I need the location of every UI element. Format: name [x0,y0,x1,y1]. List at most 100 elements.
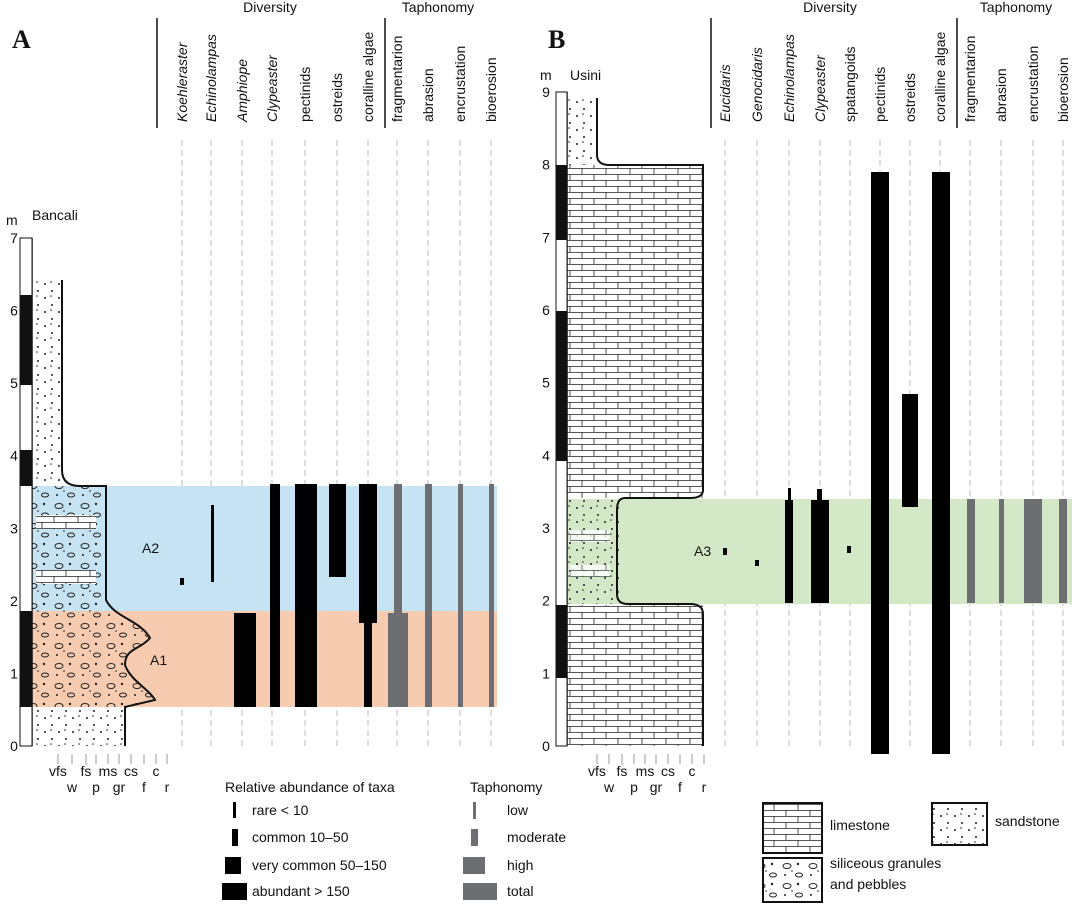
abundance-bar [234,613,256,707]
depth-tick: 5 [10,375,18,391]
legend-title: Taphonomy [470,779,542,795]
grain-size: gr [650,779,663,795]
abundance-bar [723,548,727,555]
depth-tick: 8 [542,157,550,173]
abundance-bar [329,484,346,577]
group-title: Taphonomy [402,0,474,15]
column-label: pectinids [297,67,313,122]
column-label: fragmentarion [389,36,405,122]
depth-tick: 1 [542,665,550,681]
abundance-bar [788,488,791,500]
depth-tick: 2 [542,593,550,609]
abundance-bar [295,484,317,707]
unit: m [6,212,18,228]
unit-a2-band [32,486,497,611]
depth-tick: 6 [10,303,18,319]
depth-tick: 4 [542,447,550,463]
column-label: Clypeaster [812,54,828,122]
abundance-bar [180,578,184,585]
column-label: coralline algae [932,32,948,122]
unit-label: A3 [694,543,711,559]
panel-label: B [548,25,565,54]
log-b [566,92,704,746]
abundance-bar [999,499,1004,603]
abundance-bar [932,172,950,754]
abundance-bar [458,484,463,707]
column-label: Echinolampas [203,34,219,122]
legend-item: total [507,883,533,899]
grain-size: p [630,779,638,795]
column-label: encrustation [1025,46,1041,122]
grain-size: ms [636,763,655,779]
grain-size: gr [113,779,126,795]
abundance-bar [489,484,494,707]
legend-item: sandstone [995,813,1060,829]
grain-size: ms [99,763,118,779]
grain-size: r [702,779,707,795]
column-label: ostreids [329,73,345,122]
column-label: Clypeaster [264,54,280,122]
column-label: spatangoids [842,46,858,122]
abundance-bar [359,484,377,623]
depth-tick: 7 [10,230,18,246]
abundance-bar [1059,499,1067,603]
grain-size: c [689,763,696,779]
unit-label: A2 [142,540,159,556]
legend: Relative abundance of taxa Taphonomy rar… [222,779,1060,903]
legend-item: low [507,802,529,818]
depth-tick: 4 [10,448,18,464]
abundance-bar [755,560,759,566]
group-title: Diversity [243,0,297,15]
column-label: Echinolampas [781,34,797,122]
depth-tick: 2 [10,593,18,609]
grain-size: c [153,763,160,779]
legend-item: limestone [830,817,890,833]
legend-item: high [507,857,533,873]
column-label: pectinids [872,67,888,122]
column-label: Koehleraster [174,41,190,122]
abundance-bar [811,500,829,603]
grain-size: fs [81,763,92,779]
depth-tick: 0 [542,738,550,754]
column-label: bioerosion [1055,57,1071,122]
abundance-bar [817,489,822,500]
column-label: abrasion [420,68,436,122]
depth-tick: 3 [10,520,18,536]
legend-item: abundant > 150 [252,883,350,899]
abundance-bar [902,394,918,507]
column-label: ostreids [902,73,918,122]
abundance-bar [871,172,889,754]
depth-tick: 1 [10,665,18,681]
grain-size: r [165,779,170,795]
column-label: abrasion [993,68,1009,122]
column-label: coralline algae [360,32,376,122]
abundance-bar [847,546,851,553]
log-a [31,238,157,746]
grain-size: fs [617,763,628,779]
scale-bar-a [19,237,33,747]
abundance-bar [1024,499,1042,603]
column-label: encrustation [452,46,468,122]
grain-size: cs [124,763,138,779]
group-title: Taphonomy [980,0,1052,15]
scale-bar-b [555,91,568,747]
group-title: Diversity [803,0,857,15]
legend-item: and pebbles [830,876,906,892]
grain-size: vfs [588,763,606,779]
abundance-bar [785,500,793,603]
panel-label: A [12,25,31,54]
grain-size: p [92,779,100,795]
column-label: Genocidaris [749,47,765,122]
grain-size: w [66,779,78,795]
depth-tick: 0 [10,738,18,754]
legend-item: siliceous granules [830,855,941,871]
grain-size: f [142,779,146,795]
legend-item: very common 50–150 [252,857,387,873]
depth-tick: 5 [542,375,550,391]
abundance-bar [425,484,432,707]
depth-tick: 9 [542,84,550,100]
grain-size: f [678,779,682,795]
unit-label: A1 [150,652,167,668]
legend-item: rare < 10 [252,802,309,818]
legend-item: moderate [507,829,566,845]
